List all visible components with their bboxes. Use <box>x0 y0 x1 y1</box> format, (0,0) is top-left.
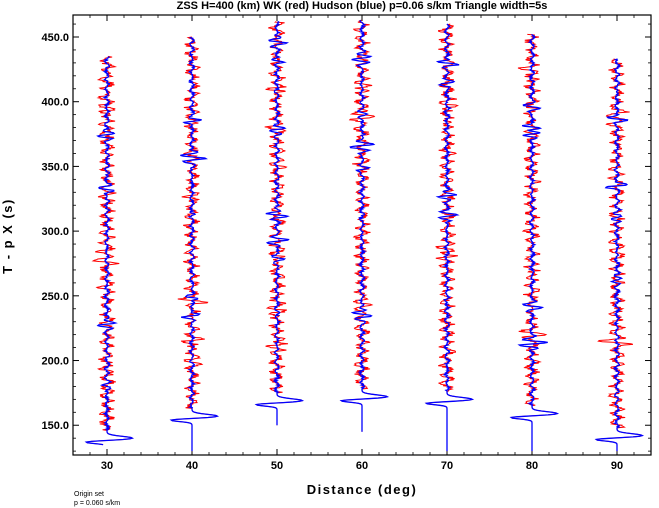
x-tick-label: 70 <box>441 460 453 472</box>
trace-hudson-90 <box>594 58 645 452</box>
y-tick-label: 200.0 <box>41 356 69 368</box>
y-axis-label: T - p X (s) <box>0 198 15 274</box>
x-tick-label: 30 <box>101 460 113 472</box>
footnote-origin: Origin set <box>74 491 104 498</box>
x-tick-label: 40 <box>186 460 198 472</box>
seismogram-traces <box>84 19 645 452</box>
trace-hudson-30 <box>84 56 135 446</box>
trace-hudson-80 <box>509 33 560 452</box>
trace-wk-60 <box>339 19 389 432</box>
y-tick-label: 150.0 <box>41 420 69 432</box>
y-tick-label: 250.0 <box>41 291 69 303</box>
x-tick-label: 80 <box>526 460 538 472</box>
footnote-p: p = 0.060 s/km <box>74 500 120 507</box>
x-axis-label: Distance (deg) <box>307 482 418 497</box>
trace-wk-40 <box>169 36 219 452</box>
trace-hudson-40 <box>169 36 220 452</box>
y-tick-label: 350.0 <box>41 161 69 173</box>
x-axis-ticks: 30 40 50 60 70 80 90 <box>89 15 652 472</box>
y-tick-label: 450.0 <box>41 32 69 44</box>
y-axis-ticks: 150.0 200.0 250.0 300.0 350.0 400.0 450.0 <box>41 23 651 452</box>
trace-wk-30 <box>84 55 134 446</box>
trace-wk-90 <box>594 58 644 452</box>
y-tick-label: 300.0 <box>41 226 69 238</box>
x-tick-label: 90 <box>611 460 623 472</box>
x-tick-label: 50 <box>271 460 283 472</box>
x-tick-label: 60 <box>356 460 368 472</box>
chart-title: ZSS H=400 (km) WK (red) Hudson (blue) p=… <box>177 0 548 12</box>
trace-hudson-70 <box>424 23 475 452</box>
trace-hudson-60 <box>339 19 390 432</box>
trace-hudson-50 <box>254 20 305 426</box>
y-tick-label: 400.0 <box>41 97 69 109</box>
